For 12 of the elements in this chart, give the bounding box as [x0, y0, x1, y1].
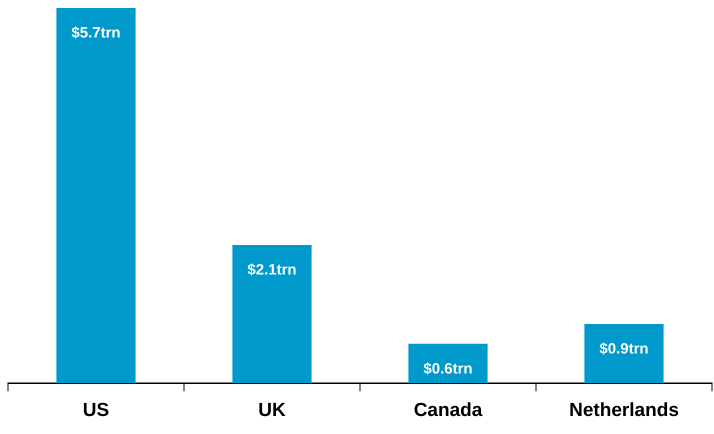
- x-tick-label: UK: [258, 400, 286, 421]
- bar: [232, 244, 312, 384]
- x-tick-label: Netherlands: [569, 400, 679, 421]
- x-tick-label: US: [82, 400, 110, 421]
- data-label: $0.6trn: [423, 360, 473, 378]
- data-label: $0.9trn: [599, 340, 649, 358]
- bar: [56, 8, 136, 384]
- bar: [408, 344, 488, 384]
- x-tick-label: Canada: [414, 400, 483, 421]
- bar: [584, 324, 664, 384]
- data-label: $5.7trn: [71, 24, 121, 42]
- data-label: $2.1trn: [247, 262, 297, 279]
